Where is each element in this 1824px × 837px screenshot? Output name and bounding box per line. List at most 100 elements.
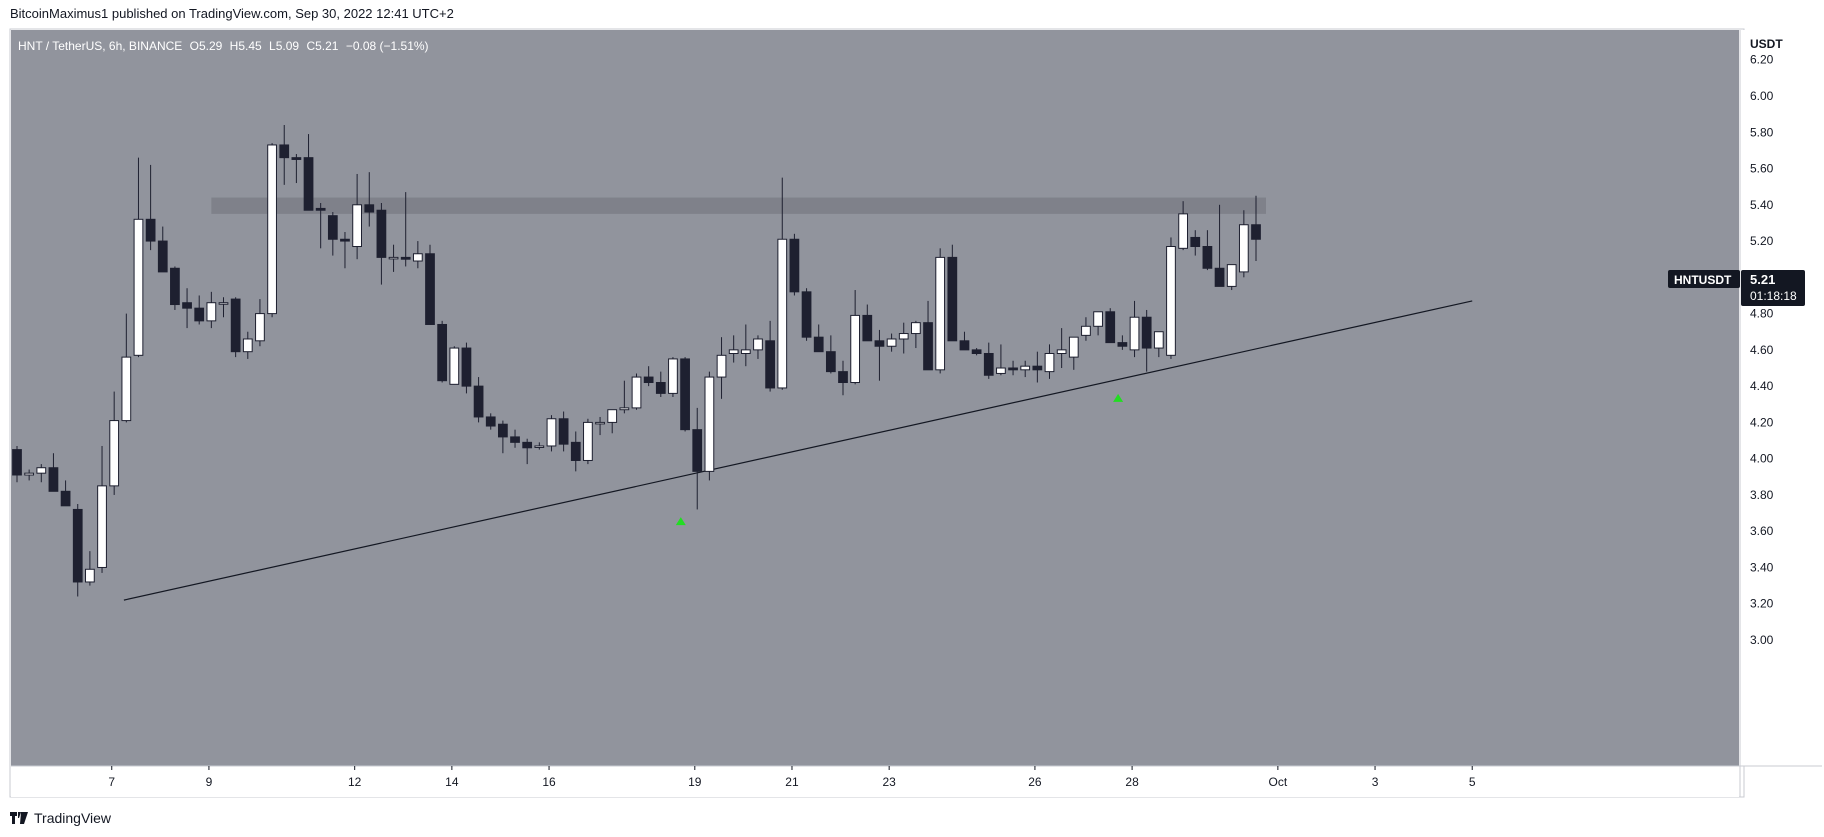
candle-bearish [570, 431, 581, 472]
candle-body [510, 436, 520, 443]
candle-body [1093, 311, 1103, 327]
plot-area[interactable] [11, 30, 1739, 766]
candle-body [546, 418, 557, 447]
candle-bullish [218, 297, 229, 318]
candle-bearish [1251, 195, 1261, 262]
legend-open-value: 5.29 [199, 39, 223, 53]
legend-open-label: O [190, 39, 199, 53]
symbol-legend[interactable]: HNT / TetherUS, 6h, BINANCE O5.29 H5.45 … [18, 39, 429, 53]
candle-body [267, 144, 277, 315]
candle-body [133, 218, 144, 356]
candle-bearish [485, 413, 496, 430]
price-tick-label: 5.20 [1750, 234, 1774, 248]
candle-bullish [631, 373, 642, 410]
candle-body [1068, 336, 1079, 358]
candle-body [643, 376, 654, 384]
candle-bearish [315, 202, 326, 249]
candle-body [558, 418, 569, 445]
candle-bearish [971, 348, 982, 356]
time-tick-label: 28 [1125, 775, 1139, 789]
candle-body [959, 340, 970, 351]
time-tick-label: 26 [1028, 775, 1042, 789]
candle-body [109, 420, 120, 487]
candle-bullish [996, 344, 1006, 376]
candle-bullish [36, 464, 47, 483]
time-tick-label: 9 [206, 775, 213, 789]
candle-body [813, 336, 824, 353]
price-tick-label: 4.20 [1750, 415, 1774, 429]
candle-bearish [643, 366, 654, 387]
candle-body [242, 338, 253, 353]
candle-body [996, 367, 1006, 374]
candle-bearish [1008, 360, 1018, 376]
candle-bearish [947, 244, 958, 342]
candle-bullish [206, 291, 217, 329]
candle-body [72, 508, 83, 583]
candle-body [437, 323, 448, 382]
last-price-tag: HNTUSDT 5.21 01:18:18 [1668, 270, 1805, 306]
legend-change: −0.08 (−1.51%) [346, 39, 429, 53]
candle-bullish [911, 320, 921, 349]
price-tick-label: 3.80 [1750, 488, 1774, 502]
candle-body [1153, 331, 1164, 349]
candle-bullish [607, 409, 618, 434]
price-axis-area[interactable] [1740, 30, 1822, 766]
candle-body [692, 429, 703, 472]
candle-bullish [668, 357, 678, 398]
candle-body [255, 313, 265, 342]
candle-bullish [97, 445, 107, 573]
price-tick-label: 5.80 [1750, 125, 1774, 139]
price-tick-label: 3.00 [1750, 633, 1774, 647]
candle-body [400, 256, 411, 260]
candle-bearish [182, 288, 192, 329]
candle-bearish [801, 288, 812, 341]
candle-body [728, 349, 739, 354]
candle-bearish [230, 297, 241, 358]
candle-bearish [400, 192, 411, 267]
candle-body [1105, 311, 1116, 344]
candle-body [1056, 349, 1067, 354]
candle-bearish [680, 357, 690, 432]
candle-bearish [291, 154, 302, 184]
candle-bullish [1129, 300, 1140, 358]
candle-body [1226, 264, 1237, 287]
candle-body [680, 358, 690, 431]
footer-brand[interactable]: TradingView [10, 810, 111, 826]
candle-body [182, 302, 192, 309]
legend-low-value: 5.09 [276, 39, 300, 53]
candle-bearish [862, 304, 873, 342]
candle-body [388, 256, 399, 260]
candle-bullish [1068, 336, 1079, 370]
time-tick-label: 19 [688, 775, 702, 789]
footer-brand-label: TradingView [34, 810, 112, 826]
tag-price: 5.21 [1750, 272, 1775, 287]
price-tick-label: 3.60 [1750, 524, 1774, 538]
legend-close-label: C [306, 39, 315, 53]
candle-body [1020, 365, 1031, 371]
candle-bearish [983, 342, 994, 379]
candle-body [60, 490, 71, 507]
time-tick-label: Oct [1269, 775, 1288, 789]
resistance-zone [211, 197, 1267, 214]
candles-layer [12, 125, 1261, 597]
time-axis-area[interactable] [11, 767, 1739, 797]
candle-body [935, 256, 946, 371]
candle-body [570, 441, 581, 461]
candle-bearish [12, 445, 22, 483]
legend-high-label: H [230, 39, 239, 53]
candle-bearish [425, 244, 435, 325]
candle-body [364, 204, 375, 213]
candle-body [1202, 246, 1213, 269]
candle-body [1190, 236, 1201, 248]
candle-bullish [24, 469, 35, 481]
candle-body [218, 302, 229, 305]
candle-body [655, 382, 666, 394]
candle-bearish [874, 329, 885, 381]
price-chart[interactable]: 6.206.005.805.605.405.205.004.804.604.40… [0, 0, 1824, 800]
candle-body [12, 449, 22, 476]
candle-body [619, 407, 630, 411]
price-tick-label: 6.20 [1750, 53, 1774, 67]
price-tick-label: 4.40 [1750, 379, 1774, 393]
candle-body [24, 472, 35, 476]
candle-body [1032, 365, 1043, 371]
